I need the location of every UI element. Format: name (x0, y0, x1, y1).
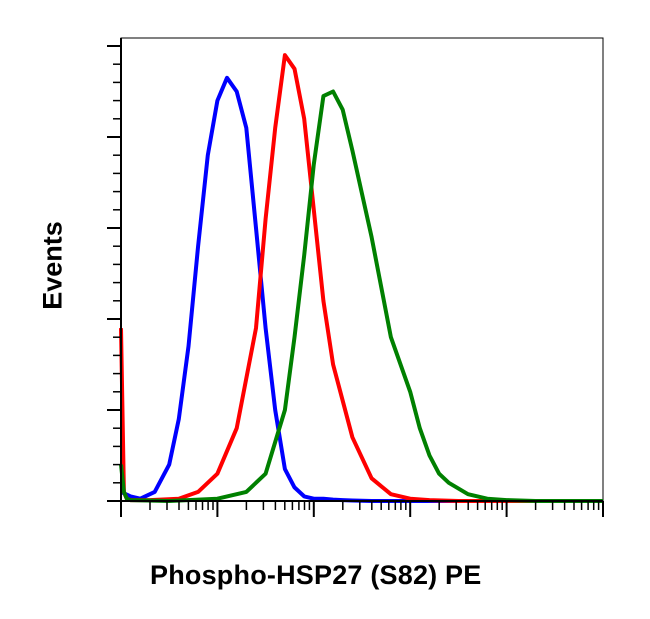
series-layer (119, 53, 603, 503)
plot-area-border (120, 37, 604, 502)
x-axis-title: Phospho-HSP27 (S82) PE (150, 560, 482, 590)
series-line-1 (120, 75, 603, 503)
y-axis-ticks (107, 45, 121, 502)
series-line-3 (119, 89, 603, 503)
y-axis-title: Events (37, 221, 68, 310)
x-axis-ticks (120, 501, 604, 517)
